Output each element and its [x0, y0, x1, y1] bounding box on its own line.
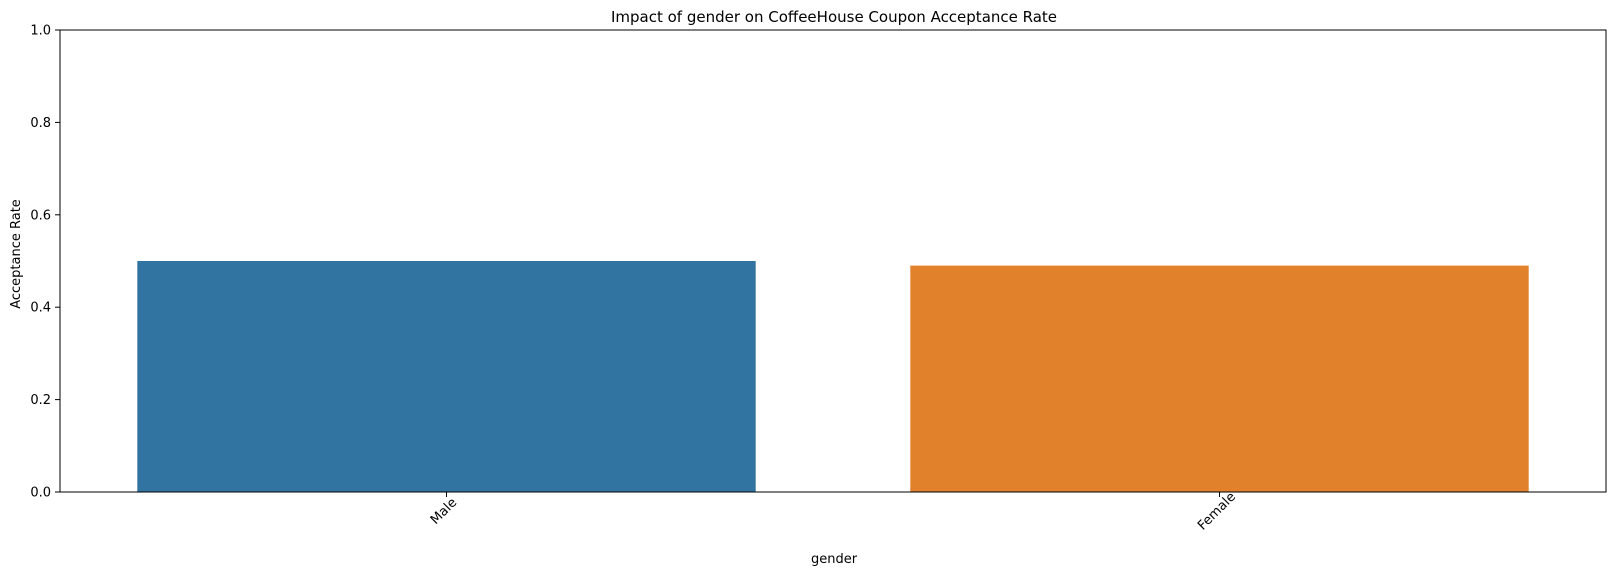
y-tick-label: 0.4: [30, 301, 51, 316]
plot-frame: [59, 29, 1607, 493]
x-axis-label: gender: [811, 552, 858, 567]
plot-area: Male Female 0.0 0.2 0.4 0.6 0.8 1.0: [30, 24, 1607, 534]
bar-female: [910, 265, 1529, 492]
y-tick-label: 0.2: [30, 393, 51, 408]
y-tick-label: 0.0: [30, 486, 51, 501]
chart-title: Impact of gender on CoffeeHouse Coupon A…: [611, 8, 1057, 26]
x-tick-label: Female: [1195, 490, 1239, 534]
y-axis-label: Acceptance Rate: [9, 199, 24, 309]
x-tick-label: Male: [428, 495, 460, 527]
y-tick-label: 0.6: [30, 208, 51, 223]
y-tick-label: 1.0: [30, 24, 51, 39]
y-tick-label: 0.8: [30, 116, 51, 131]
bar-male: [137, 261, 756, 492]
